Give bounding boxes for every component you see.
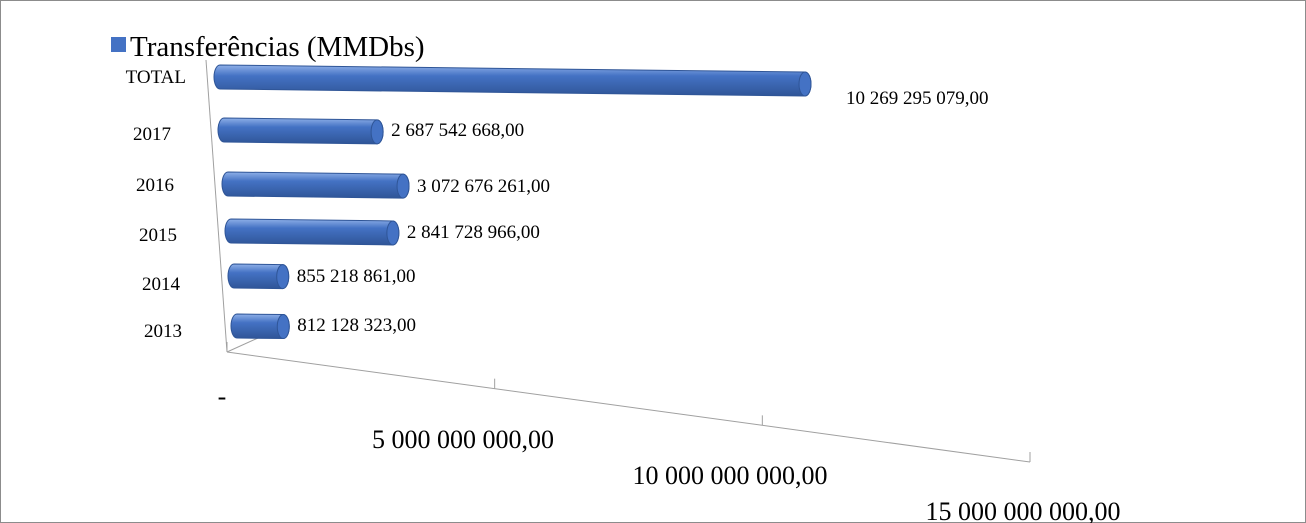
bar-total	[213, 64, 812, 97]
x-tick-label: 10 000 000 000,00	[633, 461, 828, 490]
bar-body	[224, 218, 400, 246]
data-label-2014: 855 218 861,00	[297, 266, 416, 287]
x-tick-label: -	[218, 382, 227, 411]
legend-label: Transferências (MMDbs)	[130, 31, 425, 63]
bar-body	[213, 64, 812, 97]
bar-end-cap	[276, 314, 290, 340]
bar-end-cap	[386, 220, 400, 246]
category-label-2014: 2014	[142, 274, 181, 295]
category-labels: 2013 2014 2015 2016 2017 TOTAL	[126, 67, 186, 342]
data-label-2013: 812 128 323,00	[297, 315, 416, 336]
data-label-2017: 2 687 542 668,00	[391, 120, 524, 141]
value-axis-ticks: - 5 000 000 000,00 10 000 000 000,00 15 000…	[218, 342, 1121, 523]
bar-2014	[227, 263, 290, 290]
bar-end-cap	[798, 71, 812, 97]
data-labels: 812 128 323,00 855 218 861,00 2 841 728 96…	[297, 88, 989, 336]
bar-body	[221, 171, 410, 199]
category-axis-line	[205, 59, 228, 353]
category-label-total: TOTAL	[126, 67, 186, 88]
bar-2017	[217, 117, 384, 145]
depth-axis-line	[226, 337, 259, 353]
legend: Transferências (MMDbs)	[111, 31, 425, 63]
bar-end-cap	[276, 264, 290, 290]
bar-2013	[230, 313, 290, 340]
legend-swatch	[111, 37, 126, 52]
bars-group	[213, 64, 812, 340]
bar-body	[217, 117, 384, 145]
bar-2016	[221, 171, 410, 199]
data-label-2015: 2 841 728 966,00	[407, 222, 540, 243]
x-tick-label: 5 000 000 000,00	[372, 425, 554, 454]
data-label-total: 10 269 295 079,00	[846, 88, 989, 109]
bar-2015	[224, 218, 400, 246]
category-label-2017: 2017	[133, 124, 171, 145]
bar-end-cap	[370, 119, 384, 145]
category-label-2013: 2013	[144, 321, 182, 342]
category-label-2015: 2015	[139, 225, 177, 246]
category-label-2016: 2016	[136, 175, 174, 196]
x-tick-label: 15 000 000 000,00	[926, 497, 1121, 523]
value-axis-line	[226, 351, 1031, 463]
bar-end-cap	[396, 173, 410, 199]
data-label-2016: 3 072 676 261,00	[417, 176, 550, 197]
